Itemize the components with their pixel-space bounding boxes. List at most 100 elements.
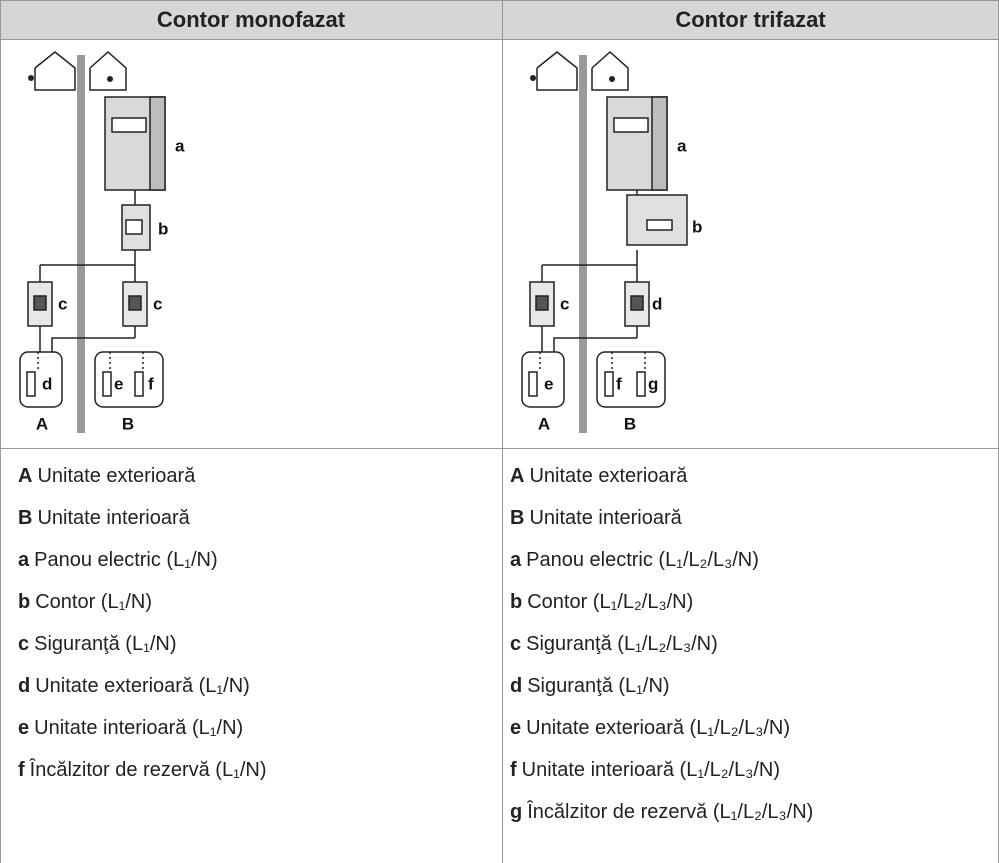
legend-text: Contor (L₁/N) [35, 591, 152, 613]
panel-display [111, 117, 147, 133]
wall [77, 55, 85, 433]
legend-item: b Contor (L₁/L₂/L₃/N) [510, 591, 693, 614]
component [636, 371, 646, 397]
legend-item: A Unitate exterioară [510, 465, 687, 488]
diagram-label: e [544, 374, 553, 393]
breaker-face [535, 295, 549, 311]
legend-item: e Unitate exterioară (L₁/L₂/L₃/N) [510, 717, 790, 740]
column-header: Contor monofazat [0, 0, 502, 40]
house-dot [28, 75, 34, 81]
legend-text: Contor (L₁/L₂/L₃/N) [527, 591, 694, 613]
wire [553, 337, 637, 352]
legend-item: g Încălzitor de rezervă (L₁/L₂/L₃/N) [510, 801, 813, 824]
legend-text: Încălzitor de rezervă (L₁/L₂/L₃/N) [527, 801, 814, 823]
legend-key: A [18, 465, 33, 487]
legend-item: B Unitate interioară [18, 507, 190, 530]
legend-text: Unitate interioară (L₁/L₂/L₃/N) [521, 759, 780, 781]
legend-key: f [18, 759, 25, 781]
diagram-label: a [677, 136, 687, 155]
component [134, 371, 144, 397]
legend-item: B Unitate interioară [510, 507, 682, 530]
legend-key: e [510, 717, 522, 739]
unit-label: A [538, 414, 550, 433]
legend-text: Unitate exterioară (L₁/N) [35, 675, 250, 697]
diagram-label: e [114, 374, 123, 393]
diagram-label: b [692, 217, 702, 236]
wall [579, 55, 587, 433]
unit-box [521, 351, 565, 408]
diagram: a b c d e f g A B [521, 50, 702, 433]
legend-key: d [18, 675, 31, 697]
unit-box [94, 351, 164, 408]
legend-text: Siguranţă (L₁/L₂/L₃/N) [526, 633, 718, 655]
legend-text: Siguranţă (L₁/N) [34, 633, 177, 655]
house-dot [530, 75, 536, 81]
legend-key: b [510, 591, 523, 613]
column-header: Contor trifazat [502, 0, 999, 40]
diagram: a b c c d e f A B [19, 50, 185, 433]
meter-display [125, 219, 143, 235]
component [604, 371, 614, 397]
breaker-face [33, 295, 47, 311]
legend-item: c Siguranţă (L₁/N) [18, 633, 177, 656]
legend-key: c [510, 633, 522, 655]
legend-key: c [18, 633, 30, 655]
diagram-label: a [175, 136, 185, 155]
breaker-face [630, 295, 644, 311]
legend-text: Panou electric (L₁/L₂/L₃/N) [526, 549, 759, 571]
diagram-label: c [58, 294, 67, 313]
legend-text: Panou electric (L₁/N) [34, 549, 218, 571]
legend-item: b Contor (L₁/N) [18, 591, 152, 614]
legend-key: a [18, 549, 30, 571]
row-border [0, 448, 999, 449]
diagram-label: d [42, 374, 52, 393]
house-dot [107, 76, 113, 82]
house-icon [89, 50, 127, 91]
panel-side [651, 96, 668, 191]
legend-text: Unitate exterioară (L₁/L₂/L₃/N) [526, 717, 791, 739]
wire [51, 337, 135, 352]
diagrams: a b c c d e f A Ba b c d e f g A B [19, 50, 702, 433]
diagram-label: c [560, 294, 569, 313]
component [528, 371, 538, 397]
diagram-label: f [616, 374, 622, 393]
house-dot [609, 76, 615, 82]
panel-display [613, 117, 649, 133]
diagram-label: d [652, 294, 662, 313]
unit-box [596, 351, 666, 408]
legend-item: f Unitate interioară (L₁/L₂/L₃/N) [510, 759, 780, 782]
legend-key: B [510, 507, 525, 529]
legend-item: a Panou electric (L₁/N) [18, 549, 218, 572]
unit-box [19, 351, 63, 408]
legend-key: b [18, 591, 31, 613]
legend-key: B [18, 507, 33, 529]
legend-key: A [510, 465, 525, 487]
legend-key: e [18, 717, 30, 739]
legend-key: g [510, 801, 523, 823]
legend-key: a [510, 549, 522, 571]
legend-key: d [510, 675, 523, 697]
house-icon [536, 51, 578, 91]
component [102, 371, 112, 397]
house-icon [34, 51, 76, 91]
legend-text: Unitate exterioară [529, 465, 688, 487]
diagram-label: g [648, 374, 658, 393]
diagram-label: c [153, 294, 162, 313]
legend-item: a Panou electric (L₁/L₂/L₃/N) [510, 549, 759, 572]
legend-item: d Siguranţă (L₁/N) [510, 675, 670, 698]
house-icon [591, 50, 629, 91]
legend-item: e Unitate interioară (L₁/N) [18, 717, 243, 740]
legend-text: Încălzitor de rezervă (L₁/N) [29, 759, 267, 781]
breaker-face [128, 295, 142, 311]
unit-label: B [624, 414, 636, 433]
diagram-label: b [158, 219, 168, 238]
table-border [0, 0, 1, 863]
legend-key: f [510, 759, 517, 781]
legend-text: Unitate exterioară [37, 465, 196, 487]
unit-label: B [122, 414, 134, 433]
legend-text: Unitate interioară (L₁/N) [34, 717, 244, 739]
component [26, 371, 36, 397]
panel-side [149, 96, 166, 191]
meter-display [646, 219, 673, 231]
